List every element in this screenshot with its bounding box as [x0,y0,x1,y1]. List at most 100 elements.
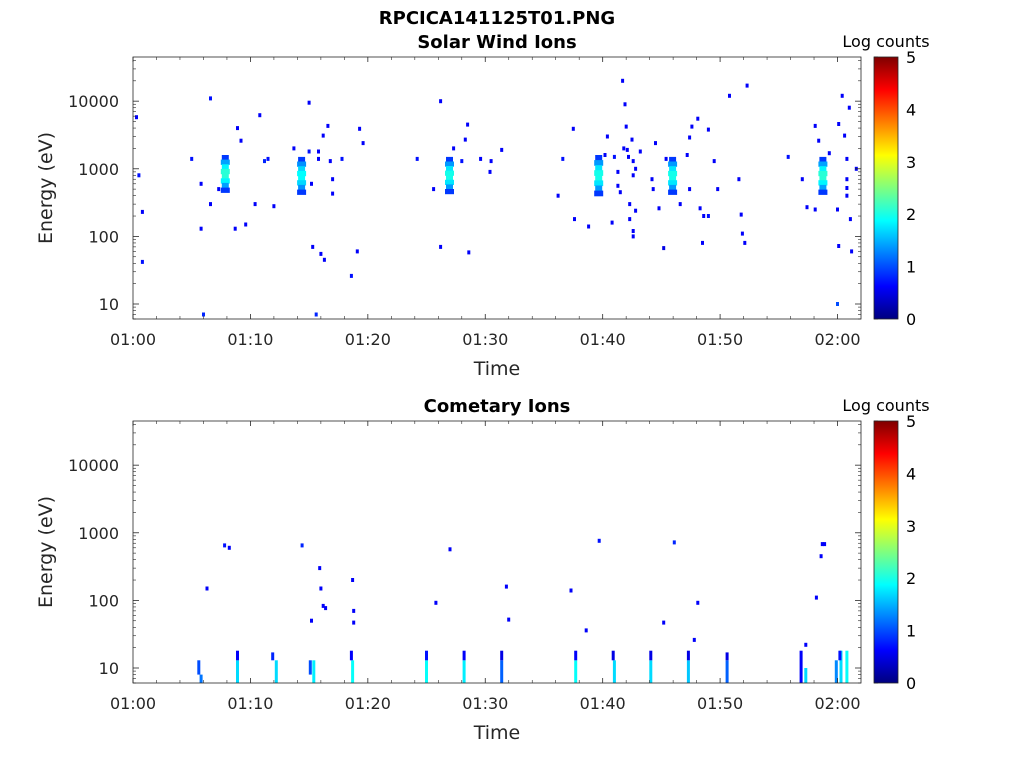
solar-wind-point-2 [140,209,144,214]
solar-wind-point-61 [612,154,616,159]
solar-wind-blob-0-cell [221,155,229,161]
solar-wind-blob-5-cell [818,161,828,167]
solar-wind-point-12 [236,126,239,131]
cometary-point-21 [692,637,696,642]
solar-wind-blob-2-cell [445,161,454,167]
cometary-point-18 [597,538,601,543]
solar-wind-point-48 [467,250,471,255]
solar-wind-title: Solar Wind Ions [417,32,576,53]
solar-wind-point-78 [634,166,638,171]
cometary-colorbar-tick-label: 2 [906,569,916,588]
solar-wind-point-93 [698,206,702,211]
cometary-column-16 [574,660,578,683]
cometary-column-3 [236,650,239,661]
solar-wind-blob-2-cell [445,179,454,185]
solar-wind-point-30 [322,257,326,262]
solar-wind-point-40 [415,156,419,161]
solar-wind-point-33 [331,177,335,182]
solar-wind-point-18 [266,156,270,161]
cometary-column-4 [274,660,278,683]
solar-wind-point-16 [258,113,262,118]
solar-wind-point-9 [209,202,212,207]
solar-wind-point-123 [847,105,851,110]
cometary-column-22 [686,660,690,683]
solar-wind-blob-4-cell [668,161,678,167]
cometary-point-19 [662,620,666,625]
cometary-x-tick-label: 02:00 [814,694,860,713]
solar-wind-blob-4-cell [669,166,677,172]
solar-wind-y-label: Energy (eV) [35,132,57,244]
cometary-column-13 [462,650,466,661]
cometary-column-8 [351,660,355,683]
cometary-plot-area [133,421,861,683]
cometary-column-1 [199,674,203,683]
cometary-point-15 [507,617,511,622]
solar-wind-x-label: Time [473,358,521,380]
solar-wind-point-121 [845,186,849,190]
solar-wind-blob-2-cell [446,156,453,163]
solar-wind-point-103 [740,231,744,236]
cometary-point-2 [227,545,231,550]
solar-wind-point-8 [209,96,212,101]
cometary-point-20 [672,540,676,545]
solar-wind-point-84 [657,206,661,211]
solar-wind-blob-2-cell [446,175,453,181]
solar-wind-point-98 [712,159,716,164]
solar-wind-point-41 [432,187,436,192]
solar-wind-point-1 [137,173,141,178]
cometary-y-tick-label: 10 [99,659,119,678]
solar-wind-point-82 [651,187,655,192]
solar-wind-blob-2-cell [446,184,453,190]
cometary-column-14 [500,660,504,683]
cometary-column-6 [312,660,316,683]
solar-wind-point-50 [488,169,492,174]
solar-wind-blob-1-cell [297,161,307,167]
cometary-column-2 [236,660,239,683]
solar-wind-blob-2-cell [445,170,454,176]
solar-wind-point-107 [800,177,804,182]
solar-wind-y-tick-label: 10 [99,295,119,314]
solar-wind-blob-0-cell [221,164,229,170]
solar-wind-x-tick-label: 01:20 [345,330,391,349]
solar-wind-blob-4-cell [668,170,678,177]
solar-wind-point-22 [307,149,311,154]
solar-wind-x-tick-label: 01:30 [462,330,508,349]
solar-wind-blob-0-cell [220,178,230,184]
cometary-point-5 [318,566,322,571]
cometary-column-23 [686,650,690,661]
solar-wind-point-94 [701,240,704,245]
solar-wind-point-116 [837,122,841,126]
solar-wind-point-112 [827,151,831,156]
solar-wind-point-100 [728,93,731,98]
cometary-point-0 [205,586,209,591]
solar-wind-blob-5-cell [818,189,828,195]
solar-wind-blob-0-cell [220,168,230,175]
cometary-point-11 [352,620,356,625]
solar-wind-blob-3-cell [595,175,603,181]
cometary-colorbar [873,420,899,684]
solar-wind-blob-5-cell [819,156,827,163]
cometary-column-27 [804,668,808,683]
solar-wind-point-64 [618,190,622,195]
cometary-point-10 [352,608,356,613]
cometary-column-12 [462,660,466,683]
solar-wind-panel: Solar Wind Ions 01:00 01:10 01:20 01:30 01:4… [35,32,930,380]
solar-wind-point-74 [631,159,635,164]
solar-wind-heatmap [135,78,858,317]
solar-wind-point-32 [328,159,332,164]
cometary-x-tick-label: 01:50 [697,694,743,713]
solar-wind-y-tick-label: 1000 [78,160,119,179]
cometary-y-label: Energy (eV) [35,496,57,608]
solar-wind-point-51 [489,159,493,164]
solar-wind-point-104 [743,240,747,245]
solar-wind-point-96 [706,214,710,218]
solar-wind-point-45 [460,159,464,164]
solar-wind-point-86 [664,156,668,161]
solar-wind-point-90 [688,187,692,192]
solar-wind-colorbar-label: Log counts [842,32,929,51]
solar-wind-point-11 [233,226,237,231]
solar-wind-point-124 [848,217,852,222]
solar-wind-blob-5-cell [819,175,827,181]
solar-wind-point-102 [739,212,743,217]
